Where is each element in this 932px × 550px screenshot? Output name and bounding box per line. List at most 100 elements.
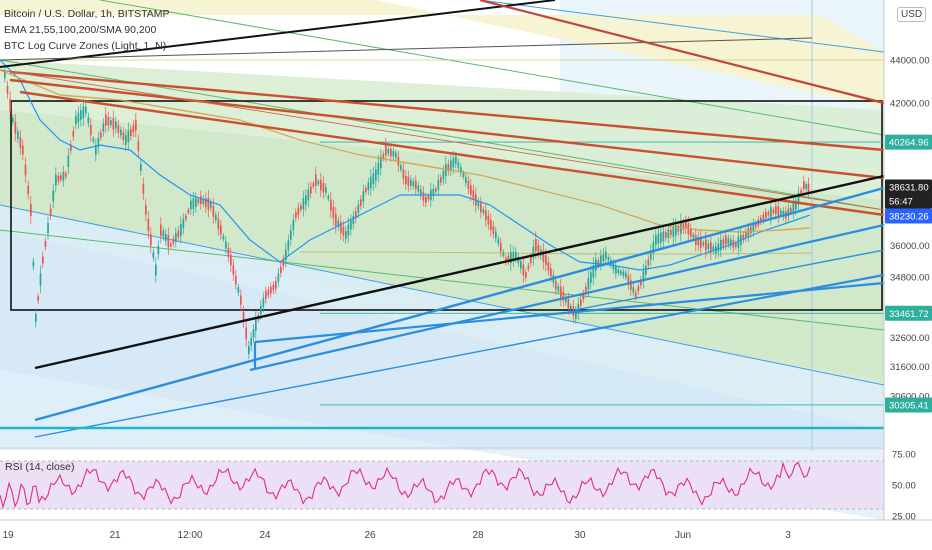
blue-trendline-7[interactable] bbox=[574, 249, 885, 311]
candle-body bbox=[567, 298, 570, 309]
candle-body bbox=[282, 259, 285, 266]
candle-body bbox=[70, 144, 72, 151]
candle-body bbox=[492, 226, 495, 234]
candle-body bbox=[260, 305, 262, 315]
price-tag-label: 40264.96 bbox=[889, 138, 929, 149]
candle-body bbox=[210, 202, 212, 208]
currency-badge[interactable]: USD bbox=[897, 7, 927, 22]
candle-body bbox=[745, 232, 747, 238]
candle-body bbox=[377, 162, 380, 175]
candle-body bbox=[227, 248, 230, 257]
time-tick-label: 21 bbox=[109, 530, 121, 541]
price-tick-label: 31600.00 bbox=[890, 362, 930, 373]
candle-body bbox=[322, 182, 325, 193]
candle-body bbox=[132, 125, 135, 133]
candle-body bbox=[347, 224, 350, 236]
symbol-title[interactable]: Bitcoin / U.S. Dollar, 1h, BITSTAMP bbox=[4, 8, 170, 20]
candle-body bbox=[30, 204, 32, 216]
candle-body bbox=[622, 271, 625, 276]
price-tag-bg bbox=[885, 208, 932, 224]
candle-body bbox=[122, 132, 125, 141]
red-trendline-2[interactable] bbox=[9, 78, 885, 180]
time-axis[interactable] bbox=[0, 519, 932, 550]
candle-body bbox=[240, 295, 242, 305]
candle-body bbox=[175, 233, 177, 242]
blue-trendline-5[interactable] bbox=[254, 281, 885, 344]
price-tag-label: 38631.80 bbox=[889, 183, 929, 194]
candle-body bbox=[27, 185, 30, 195]
candle-body bbox=[405, 175, 407, 185]
candle-body bbox=[155, 264, 157, 276]
candle-body bbox=[787, 208, 790, 217]
candle-body bbox=[800, 189, 803, 194]
candle-body bbox=[385, 144, 387, 156]
price-tag: 30305.41 bbox=[885, 397, 932, 413]
candle-body bbox=[762, 214, 765, 221]
red-trendline-3[interactable] bbox=[19, 90, 885, 217]
candle-body bbox=[495, 231, 497, 239]
candle-body bbox=[277, 273, 280, 282]
range-box[interactable] bbox=[10, 100, 883, 311]
ema-orange-line bbox=[0, 69, 811, 233]
candle-body bbox=[250, 337, 253, 346]
candle-body bbox=[755, 222, 757, 228]
candle-body bbox=[375, 169, 377, 181]
candle-body bbox=[362, 191, 365, 202]
candle-body bbox=[62, 171, 65, 181]
candle-body bbox=[432, 188, 435, 197]
candle-body bbox=[370, 176, 372, 189]
blue-trendline-2[interactable] bbox=[34, 331, 581, 438]
candle-body bbox=[505, 257, 507, 263]
candle-body bbox=[292, 220, 295, 230]
candle-body bbox=[705, 239, 707, 251]
candle-body bbox=[647, 259, 650, 266]
candle-body bbox=[750, 226, 752, 234]
candle-body bbox=[555, 280, 557, 290]
candle-body bbox=[125, 135, 127, 145]
candle-body bbox=[95, 145, 97, 155]
red-trendline-1[interactable] bbox=[9, 70, 885, 152]
candle-body bbox=[60, 175, 62, 180]
candle-body bbox=[57, 175, 60, 182]
candle-body bbox=[597, 260, 600, 265]
red-trendline-top[interactable] bbox=[479, 0, 885, 105]
zone-band-1 bbox=[0, 0, 884, 108]
price-tick-label: 32600.00 bbox=[890, 333, 930, 344]
dark-trendline-top[interactable] bbox=[0, 37, 813, 61]
candle-body bbox=[672, 225, 675, 237]
ema-legend[interactable]: EMA 21,55,100,200/SMA 90,200 bbox=[4, 24, 157, 36]
blue-trendline-4[interactable] bbox=[249, 223, 885, 372]
blue-trendline-3[interactable] bbox=[579, 273, 885, 334]
zones-legend[interactable]: BTC Log Curve Zones (Light, 1, N) bbox=[4, 40, 167, 52]
blue-trendline-1[interactable] bbox=[34, 186, 885, 422]
time-tick-label: 24 bbox=[259, 530, 271, 541]
black-trendline-main[interactable] bbox=[34, 174, 885, 370]
black-trendline-top[interactable] bbox=[0, 0, 556, 68]
candle-body bbox=[325, 187, 327, 193]
zone-line-2 bbox=[99, 0, 885, 136]
candle-body bbox=[80, 110, 82, 120]
candle-body bbox=[605, 251, 607, 259]
candle-body bbox=[487, 215, 490, 225]
candle-body bbox=[742, 234, 745, 241]
candle-body bbox=[197, 199, 200, 204]
red-trendline-4[interactable] bbox=[0, 69, 885, 211]
candle-body bbox=[367, 182, 370, 191]
candle-body bbox=[722, 239, 725, 246]
candle-body bbox=[22, 145, 24, 155]
candle-body bbox=[615, 266, 617, 274]
candle-body bbox=[587, 278, 590, 290]
candle-body bbox=[205, 198, 207, 207]
candle-body bbox=[667, 229, 670, 238]
price-tick-label: 36000.00 bbox=[890, 241, 930, 252]
candle-body bbox=[535, 239, 537, 251]
candle-body bbox=[692, 234, 695, 239]
price-axis[interactable] bbox=[883, 0, 932, 520]
candle-body bbox=[707, 243, 710, 250]
moving-averages bbox=[0, 59, 813, 271]
candle-body bbox=[747, 228, 750, 237]
candle-body bbox=[580, 299, 582, 306]
candle-body bbox=[530, 256, 532, 264]
candle-body bbox=[562, 291, 565, 301]
